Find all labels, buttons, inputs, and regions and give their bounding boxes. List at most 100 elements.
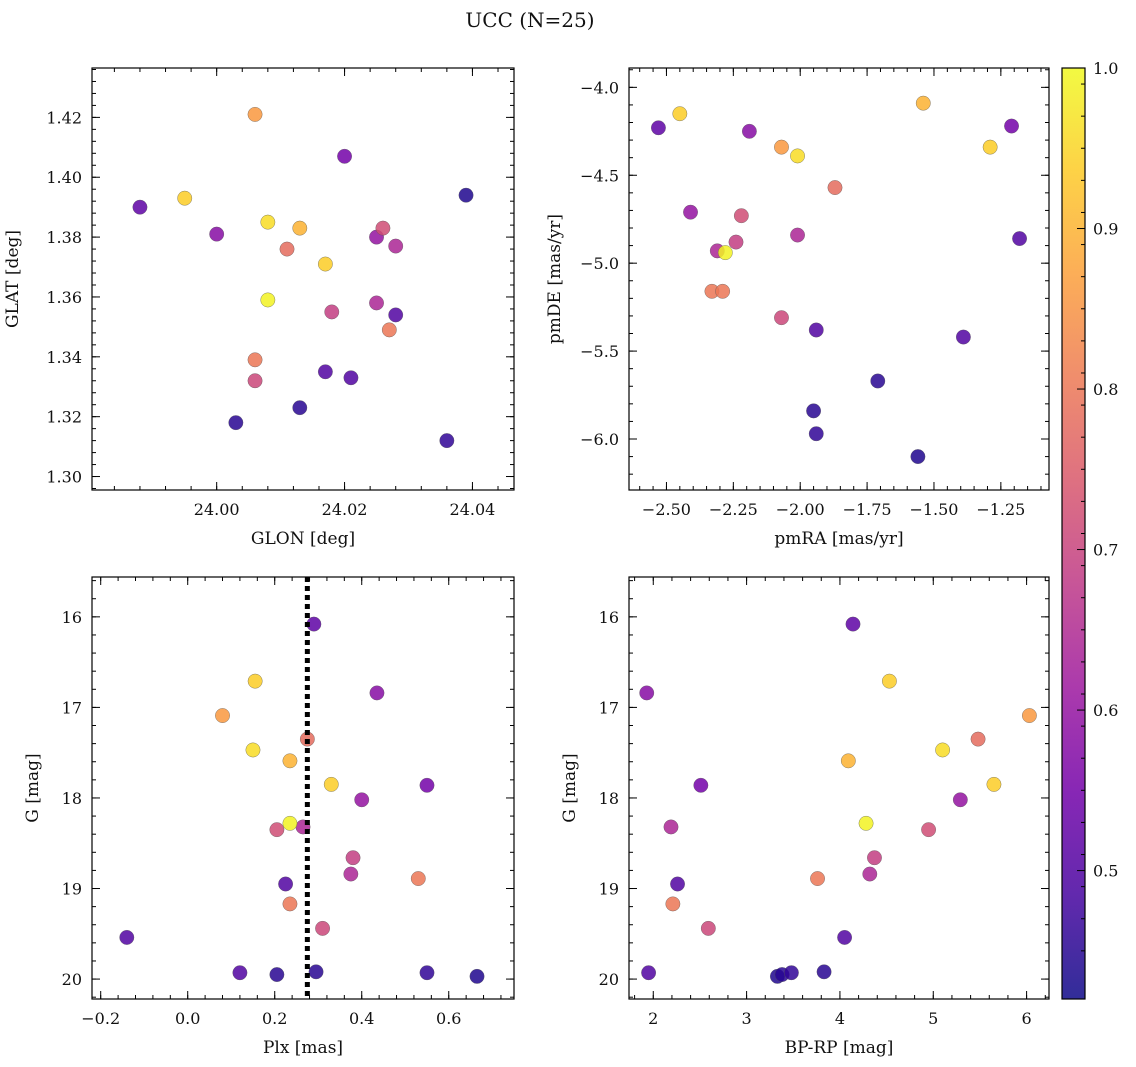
y-axis-label: G [mag]	[23, 753, 43, 822]
star-point	[816, 964, 832, 980]
scatter-points	[650, 95, 1028, 465]
star-point	[858, 815, 874, 831]
star-point	[881, 673, 897, 689]
star-point	[209, 226, 225, 242]
star-point	[317, 256, 333, 272]
y-axis-label: pmDE [mas/yr]	[545, 214, 565, 344]
y-tick-label: −6.0	[580, 430, 619, 449]
star-point	[343, 370, 359, 386]
y-tick-label: 1.40	[46, 168, 82, 187]
y-tick-label: 16	[62, 608, 82, 627]
x-tick-label: 24.02	[322, 500, 368, 519]
star-point	[369, 685, 385, 701]
star-point	[278, 876, 294, 892]
x-tick-label: 0.4	[349, 1009, 374, 1028]
y-tick-label: −4.0	[580, 78, 619, 97]
star-point	[790, 148, 805, 164]
star-point	[228, 415, 244, 431]
star-point	[292, 400, 308, 416]
x-tick-label: 0.6	[436, 1009, 461, 1028]
star-point	[245, 742, 261, 758]
x-axis-label: GLON [deg]	[251, 529, 355, 549]
star-point	[910, 449, 926, 465]
tick-marks	[629, 68, 1049, 490]
y-tick-label: 19	[599, 880, 619, 899]
x-tick-label: 6	[1022, 1009, 1032, 1028]
star-point	[774, 310, 789, 326]
x-tick-label: −2.00	[776, 500, 825, 519]
colorbar-tick-label: 0.5	[1093, 862, 1118, 881]
star-point	[672, 106, 688, 122]
y-tick-label: −5.0	[580, 254, 619, 273]
y-tick-label: 20	[62, 970, 82, 989]
colorbar-tick-label: 0.6	[1093, 701, 1118, 720]
axes-frame	[91, 576, 515, 1000]
star-point	[693, 777, 709, 793]
star-point	[639, 685, 655, 701]
y-tick-label: 20	[599, 970, 619, 989]
star-point	[915, 95, 931, 111]
axes-frame	[628, 576, 1050, 1000]
x-tick-label: −0.2	[81, 1009, 120, 1028]
star-point	[232, 965, 248, 981]
star-point	[840, 753, 856, 769]
star-point	[354, 792, 370, 808]
star-point	[282, 896, 298, 912]
star-point	[774, 139, 789, 155]
x-tick-label: −1.75	[843, 500, 892, 519]
star-point	[921, 822, 937, 838]
x-axis-label: Plx [mas]	[263, 1038, 343, 1058]
y-tick-label: 18	[599, 789, 619, 808]
colorbar-tick-label: 1.0	[1093, 59, 1118, 78]
star-point	[700, 920, 716, 936]
star-point	[324, 304, 340, 320]
star-point	[641, 965, 657, 981]
star-point	[827, 180, 843, 196]
star-point	[369, 295, 384, 311]
x-axis-label: BP-RP [mag]	[785, 1038, 894, 1058]
star-point	[388, 307, 404, 323]
star-point	[683, 204, 698, 220]
star-point	[247, 106, 263, 122]
star-point	[806, 403, 822, 419]
panel-sky: 24.00 24.02 24.04 1.30 1.32 1.34 1.36 1.38 1.40 1…	[3, 67, 515, 549]
star-point	[986, 776, 1002, 792]
star-point	[410, 871, 426, 887]
star-point	[215, 708, 230, 724]
star-point	[308, 964, 324, 980]
y-tick-label: −5.5	[580, 342, 619, 361]
y-tick-label: 1.36	[46, 288, 82, 307]
y-tick-label: −4.5	[580, 166, 619, 185]
star-point	[955, 329, 971, 345]
y-tick-label: 1.42	[46, 108, 82, 127]
star-point	[315, 920, 331, 936]
star-point	[419, 777, 435, 793]
y-axis-label: G [mag]	[560, 753, 580, 822]
star-point	[665, 896, 681, 912]
y-tick-label: 1.32	[46, 408, 82, 427]
y-tick-label: 17	[599, 698, 619, 717]
y-tick-label: 1.38	[46, 228, 82, 247]
star-point	[717, 245, 733, 261]
star-point	[247, 352, 263, 368]
star-point	[269, 822, 285, 838]
star-point	[279, 241, 295, 257]
colorbar-tick-label: 0.7	[1093, 541, 1118, 560]
star-point	[419, 965, 435, 981]
x-tick-label: 4	[835, 1009, 845, 1028]
star-point	[177, 190, 193, 206]
star-point	[808, 322, 824, 338]
star-point	[458, 187, 474, 203]
star-point	[952, 792, 968, 808]
x-tick-label: 5	[928, 1009, 938, 1028]
star-point	[1021, 708, 1037, 724]
panel-pm: −2.50 −2.25 −2.00 −1.75 −1.50 −1.25 −6.0 −5.5 −5…	[545, 67, 1050, 549]
star-point	[810, 871, 825, 887]
star-point	[292, 220, 308, 236]
panel-cmd: 2 3 4 5 6 16 17 18 19 20 BP-RP [mag] G [mag]	[560, 576, 1050, 1058]
star-point	[728, 234, 744, 250]
star-point	[783, 965, 799, 981]
colorbar-tick-label: 0.8	[1093, 380, 1118, 399]
tick-marks	[92, 577, 514, 999]
y-axis-label: GLAT [deg]	[3, 230, 23, 328]
